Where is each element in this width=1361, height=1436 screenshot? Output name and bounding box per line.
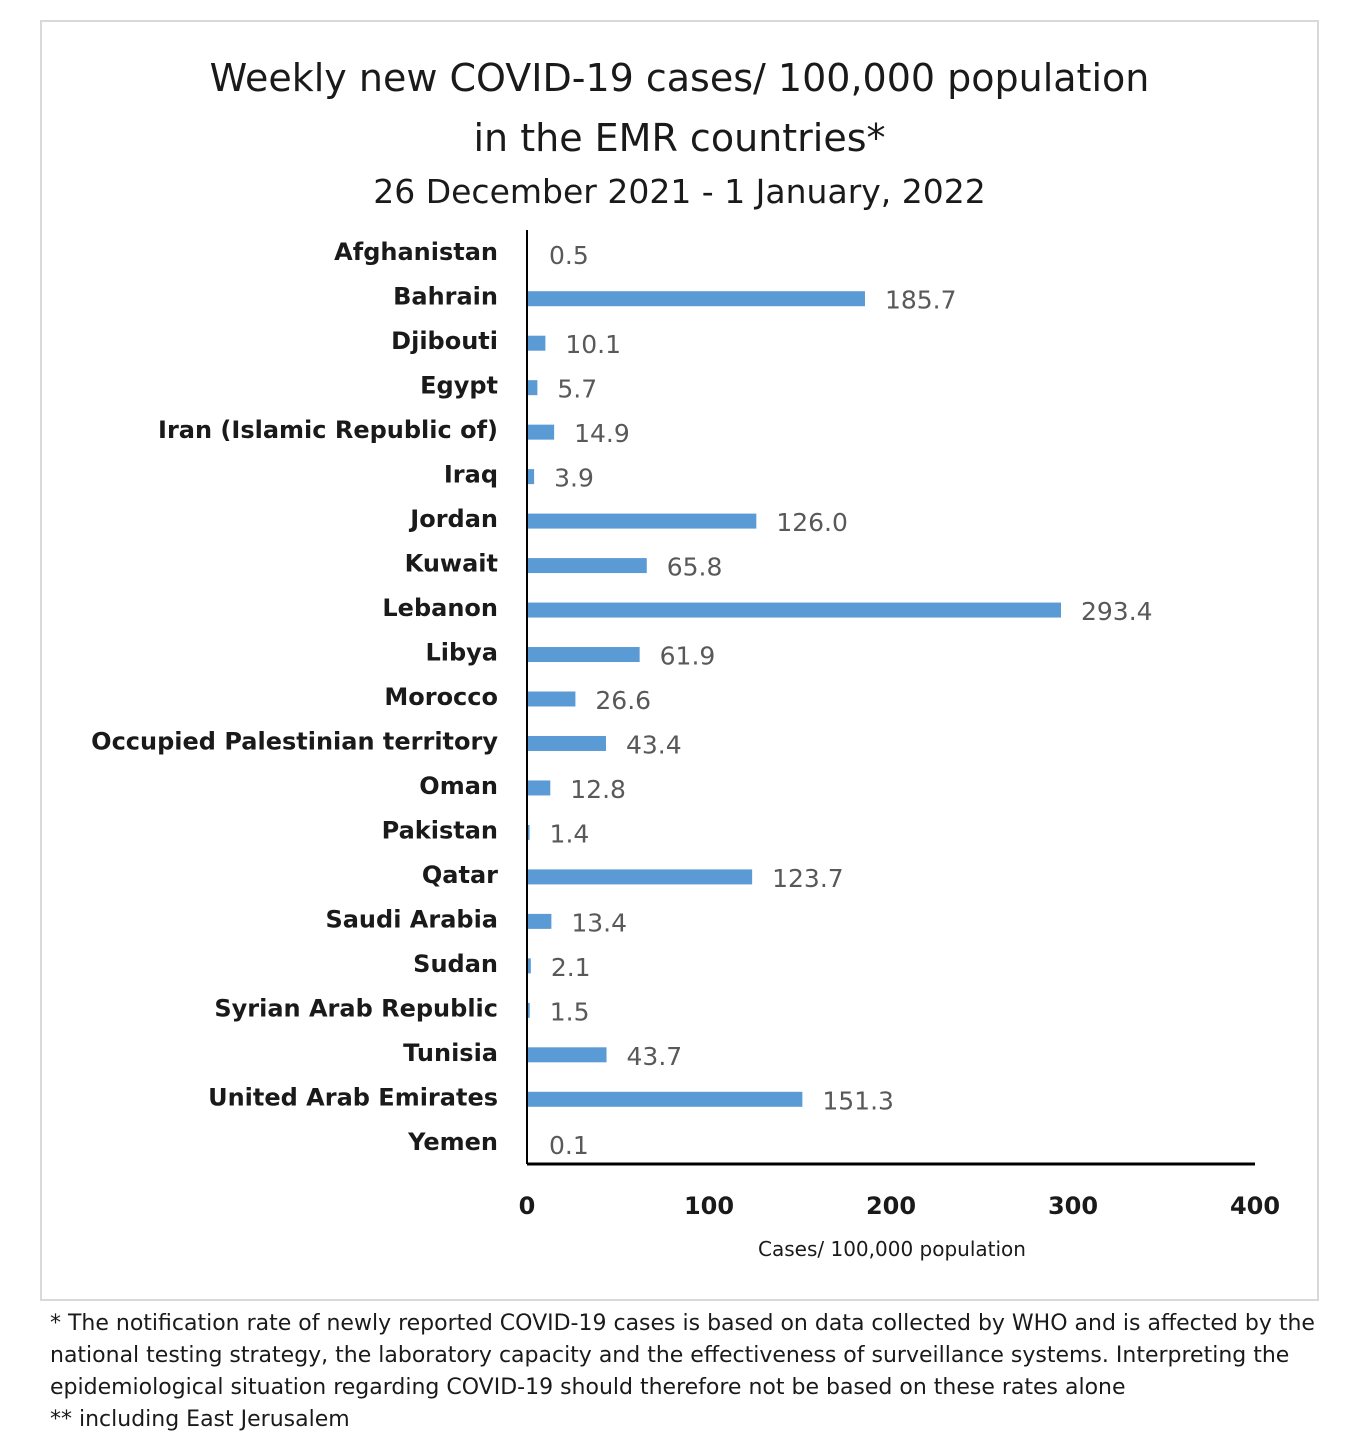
bar bbox=[527, 780, 551, 796]
chart-subtitle: 26 December 2021 - 1 January, 2022 bbox=[373, 172, 986, 211]
category-label: Morocco bbox=[384, 683, 498, 711]
footnote-1: * The notification rate of newly reporte… bbox=[50, 1311, 1315, 1400]
category-label: Sudan bbox=[413, 950, 498, 978]
data-label: 151.3 bbox=[822, 1086, 894, 1115]
category-label: Afghanistan bbox=[334, 238, 498, 266]
data-label: 13.4 bbox=[571, 908, 627, 937]
category-label: Djibouti bbox=[391, 327, 498, 355]
footnotes: * The notification rate of newly reporte… bbox=[50, 1308, 1340, 1436]
bar bbox=[527, 335, 546, 351]
bar bbox=[527, 380, 538, 396]
category-label: Yemen bbox=[407, 1128, 498, 1156]
category-label: Egypt bbox=[420, 372, 498, 400]
category-label: Libya bbox=[425, 639, 498, 667]
data-label: 14.9 bbox=[574, 419, 630, 448]
bar bbox=[527, 913, 552, 929]
category-label: Occupied Palestinian territory bbox=[91, 727, 498, 755]
data-label: 0.1 bbox=[549, 1131, 589, 1160]
data-label: 1.5 bbox=[550, 997, 590, 1026]
data-label: 0.5 bbox=[549, 241, 589, 270]
x-tick-label: 100 bbox=[684, 1192, 734, 1220]
data-label: 65.8 bbox=[667, 553, 723, 582]
data-label: 2.1 bbox=[551, 953, 591, 982]
data-label: 10.1 bbox=[565, 330, 621, 359]
data-label: 43.7 bbox=[627, 1042, 683, 1071]
bar-chart: Afghanistan 0.5 Bahrain 185.7 Djibouti 10.1 Eg… bbox=[91, 230, 1280, 1261]
category-label: Bahrain bbox=[393, 283, 498, 311]
data-label: 1.4 bbox=[550, 819, 590, 848]
bar bbox=[527, 424, 555, 440]
chart-title-line2: in the EMR countries* bbox=[473, 116, 886, 160]
bar bbox=[527, 958, 531, 974]
data-label: 185.7 bbox=[885, 286, 957, 315]
bar bbox=[527, 513, 757, 529]
bar bbox=[527, 469, 535, 485]
bar bbox=[527, 647, 640, 663]
data-label: 61.9 bbox=[660, 642, 716, 671]
category-label: Oman bbox=[419, 772, 498, 800]
category-label: Iran (Islamic Republic of) bbox=[158, 416, 498, 444]
category-label: Kuwait bbox=[405, 550, 498, 578]
category-label: Lebanon bbox=[382, 594, 498, 622]
data-label: 3.9 bbox=[554, 464, 594, 493]
data-label: 123.7 bbox=[772, 864, 844, 893]
bar bbox=[527, 558, 647, 574]
category-label: Iraq bbox=[444, 461, 498, 489]
bar bbox=[527, 1091, 803, 1107]
bar bbox=[527, 291, 865, 307]
data-label: 5.7 bbox=[557, 375, 597, 404]
data-label: 126.0 bbox=[776, 508, 848, 537]
bar bbox=[527, 691, 576, 707]
bar bbox=[527, 602, 1061, 618]
category-label: Jordan bbox=[408, 505, 498, 533]
x-tick-label: 200 bbox=[866, 1192, 916, 1220]
footnote-2: ** including East Jerusalem bbox=[50, 1407, 350, 1432]
category-label: Syrian Arab Republic bbox=[214, 994, 498, 1022]
chart-frame bbox=[40, 20, 1319, 1301]
data-label: 12.8 bbox=[570, 775, 626, 804]
bar bbox=[527, 869, 753, 885]
category-label: Qatar bbox=[422, 861, 498, 889]
x-axis-title: Cases/ 100,000 population bbox=[758, 1237, 1026, 1261]
bar bbox=[527, 735, 606, 751]
bar bbox=[527, 1002, 530, 1018]
data-label: 293.4 bbox=[1081, 597, 1153, 626]
data-label: 43.4 bbox=[626, 730, 682, 759]
category-label: Saudi Arabia bbox=[325, 905, 498, 933]
bar bbox=[527, 824, 530, 840]
x-tick-label: 0 bbox=[519, 1192, 536, 1220]
category-label: Pakistan bbox=[382, 816, 498, 844]
category-label: Tunisia bbox=[403, 1039, 498, 1067]
category-label: United Arab Emirates bbox=[208, 1083, 498, 1111]
chart-title: Weekly new COVID-19 cases/ 100,000 popul… bbox=[209, 56, 1150, 100]
x-tick-label: 300 bbox=[1048, 1192, 1098, 1220]
data-label: 26.6 bbox=[595, 686, 651, 715]
bar bbox=[527, 1047, 607, 1063]
x-tick-label: 400 bbox=[1230, 1192, 1280, 1220]
